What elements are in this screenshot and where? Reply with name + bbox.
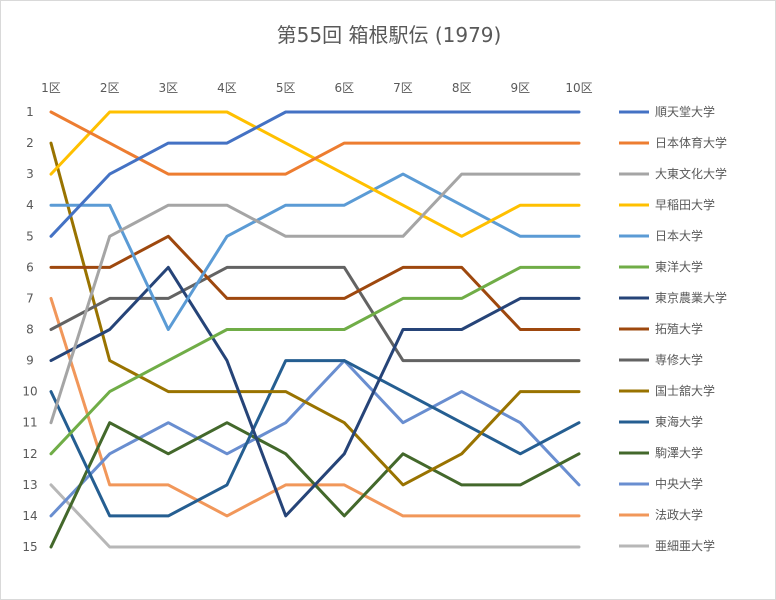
legend-label: 拓殖大学 <box>655 321 703 336</box>
series-line <box>49 265 581 518</box>
y-tick-label: 5 <box>26 229 34 243</box>
y-tick-label: 12 <box>22 447 37 461</box>
x-tick-label: 6区 <box>335 81 355 95</box>
x-tick-label: 5区 <box>276 81 296 95</box>
series-line <box>49 359 581 518</box>
chart-title: 第55回 箱根駅伝 (1979) <box>276 23 502 47</box>
legend-label: 東京農業大学 <box>655 290 727 305</box>
legend-label: 大東文化大学 <box>655 166 727 181</box>
y-tick-label: 14 <box>22 509 37 523</box>
series-line <box>49 359 581 518</box>
y-tick-label: 3 <box>26 167 34 181</box>
y-tick-label: 1 <box>26 105 34 119</box>
legend-label: 早稲田大学 <box>655 197 715 212</box>
y-tick-label: 10 <box>22 385 37 399</box>
series-line <box>49 172 581 425</box>
y-tick-label: 6 <box>26 260 34 274</box>
legend-label: 順天堂大学 <box>655 104 715 119</box>
y-tick-label: 15 <box>22 540 37 554</box>
legend-label: 国士舘大学 <box>655 383 715 398</box>
legend-label: 法政大学 <box>655 507 703 522</box>
legend-label: 日本体育大学 <box>655 135 727 150</box>
series-line <box>49 110 581 238</box>
x-tick-label: 10区 <box>565 81 592 95</box>
x-tick-label: 4区 <box>217 81 237 95</box>
x-tick-label: 7区 <box>393 81 413 95</box>
y-tick-label: 13 <box>22 478 37 492</box>
x-tick-label: 8区 <box>452 81 472 95</box>
y-tick-label: 11 <box>22 416 37 430</box>
y-tick-label: 2 <box>26 136 34 150</box>
series-line <box>49 265 581 363</box>
y-tick-label: 8 <box>26 323 34 337</box>
series-line <box>49 483 581 549</box>
legend-label: 日本大学 <box>655 228 703 243</box>
series-line <box>49 265 581 456</box>
legend-label: 東洋大学 <box>655 259 703 274</box>
x-tick-label: 1区 <box>41 81 61 95</box>
legend-label: 中央大学 <box>655 476 703 491</box>
legend-label: 駒澤大学 <box>655 445 703 460</box>
y-tick-label: 9 <box>26 354 34 368</box>
legend-label: 専修大学 <box>655 352 703 367</box>
y-tick-label: 7 <box>26 291 34 305</box>
x-tick-label: 9区 <box>511 81 531 95</box>
x-tick-label: 3区 <box>159 81 179 95</box>
series-line <box>49 234 581 331</box>
y-tick-label: 4 <box>26 198 34 212</box>
legend-label: 東海大学 <box>655 414 703 429</box>
x-tick-label: 2区 <box>100 81 120 95</box>
legend-label: 亜細亜大学 <box>655 538 715 553</box>
